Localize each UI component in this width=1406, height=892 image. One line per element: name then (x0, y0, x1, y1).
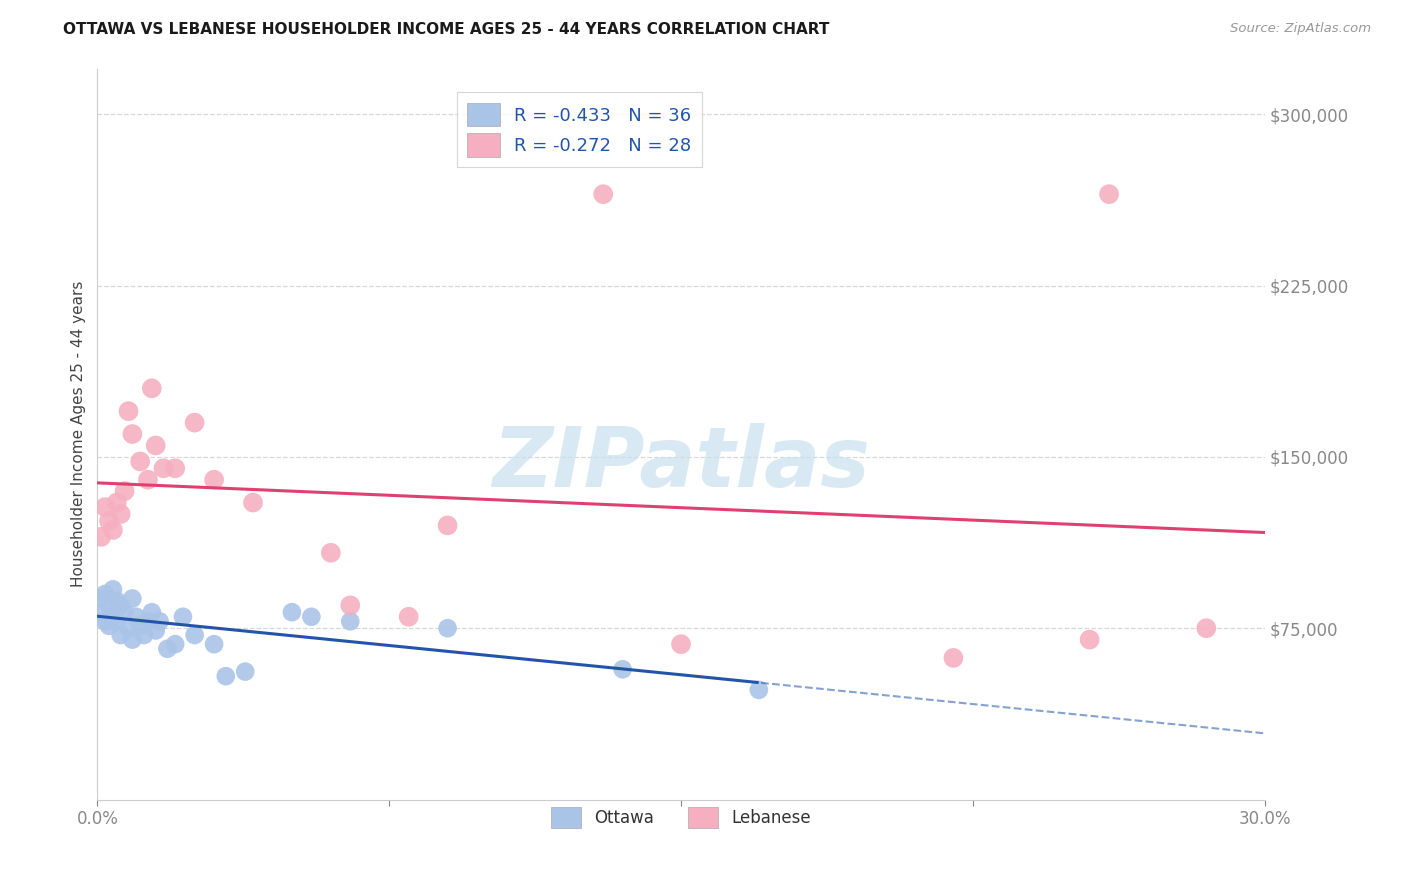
Point (101, 523, 124, 537)
Point (105, 594, 128, 608)
Point (121, 591, 143, 606)
Point (136, 473, 159, 487)
Point (101, 582, 124, 597)
Point (319, 546, 342, 560)
Point (592, 187, 614, 202)
Point (183, 416, 205, 430)
Point (94, 500, 117, 515)
Point (398, 609, 420, 624)
Point (215, 669, 238, 683)
Point (145, 438, 167, 452)
Point (149, 615, 172, 629)
Point (105, 495, 128, 509)
Point (1078, 632, 1101, 647)
Point (281, 605, 304, 619)
Point (105, 615, 128, 629)
Point (436, 518, 458, 533)
Point (94, 615, 117, 629)
Point (110, 507, 132, 521)
Point (98, 599, 121, 613)
Point (121, 427, 143, 442)
Point (114, 484, 136, 499)
Text: Source: ZipAtlas.com: Source: ZipAtlas.com (1230, 22, 1371, 36)
Point (242, 495, 264, 509)
Text: OTTAWA VS LEBANESE HOUSEHOLDER INCOME AGES 25 - 44 YEARS CORRELATION CHART: OTTAWA VS LEBANESE HOUSEHOLDER INCOME AG… (63, 22, 830, 37)
Point (90, 530, 112, 544)
Point (1098, 187, 1121, 202)
Point (90, 591, 112, 606)
Point (132, 628, 155, 642)
Point (136, 615, 159, 629)
Legend: Ottawa, Lebanese: Ottawa, Lebanese (544, 800, 817, 835)
Point (121, 632, 143, 647)
Point (114, 605, 136, 619)
Point (141, 381, 163, 395)
Point (165, 637, 187, 651)
Point (125, 609, 148, 624)
Point (612, 662, 634, 676)
Text: ZIPatlas: ZIPatlas (492, 423, 870, 504)
Point (165, 461, 187, 475)
Point (156, 641, 179, 656)
Point (152, 461, 174, 475)
Point (748, 682, 770, 697)
Point (942, 651, 965, 665)
Point (339, 615, 361, 629)
Point (98, 514, 121, 528)
Point (94, 587, 117, 601)
Point (183, 628, 205, 642)
Point (141, 605, 163, 619)
Point (117, 621, 139, 635)
Point (101, 609, 124, 624)
Point (339, 599, 361, 613)
Point (436, 621, 458, 635)
Y-axis label: Householder Income Ages 25 - 44 years: Householder Income Ages 25 - 44 years (72, 281, 86, 587)
Point (202, 473, 225, 487)
Point (129, 619, 152, 633)
Point (98, 619, 121, 633)
Point (299, 609, 322, 624)
Point (669, 637, 692, 651)
Point (117, 404, 139, 418)
Point (202, 637, 225, 651)
Point (129, 454, 152, 468)
Point (233, 665, 256, 679)
Point (1195, 621, 1218, 635)
Point (110, 628, 132, 642)
Point (145, 624, 167, 638)
Point (172, 609, 194, 624)
Point (110, 599, 132, 613)
Point (90, 605, 112, 619)
